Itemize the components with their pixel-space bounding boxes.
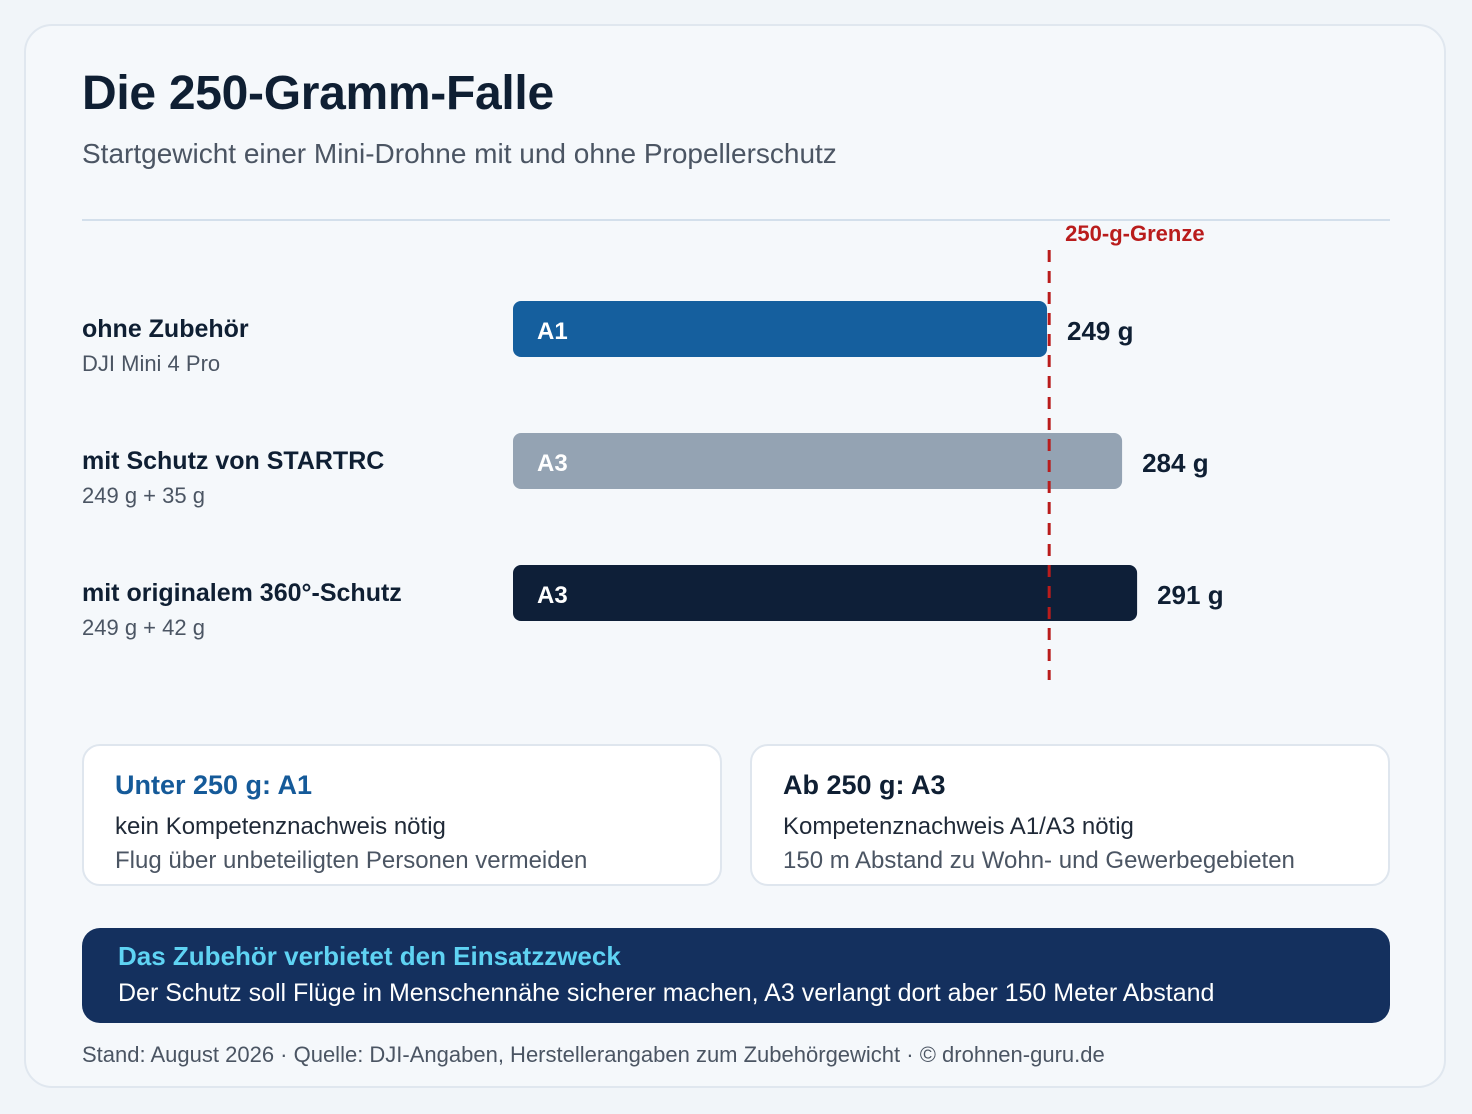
limit-line-label: 250-g-Grenze bbox=[1065, 221, 1204, 246]
category-label: ohne Zubehör bbox=[82, 315, 249, 343]
value-label: 291 g bbox=[1157, 580, 1224, 610]
category-label: mit Schutz von STARTRC bbox=[82, 447, 384, 475]
page-title: Die 250-Gramm-Falle bbox=[82, 67, 554, 120]
bar bbox=[513, 565, 1138, 621]
info-box-heading: Unter 250 g: A1 bbox=[115, 770, 313, 800]
info-box-note: Flug über unbeteiligten Personen vermeid… bbox=[115, 847, 588, 874]
info-box-line: kein Kompetenznachweis nötig bbox=[115, 813, 446, 840]
bar-class-label: A3 bbox=[537, 450, 568, 477]
source-footer: Stand: August 2026 · Quelle: DJI-Angaben… bbox=[82, 1042, 1105, 1067]
bar bbox=[513, 301, 1048, 357]
page-subtitle: Startgewicht einer Mini-Drohne mit und o… bbox=[82, 138, 837, 169]
value-label: 284 g bbox=[1142, 448, 1209, 478]
category-sublabel: DJI Mini 4 Pro bbox=[82, 351, 220, 376]
banner-text: Der Schutz soll Flüge in Menschennähe si… bbox=[118, 979, 1215, 1007]
header-divider bbox=[82, 219, 1390, 221]
info-box-line: Kompetenznachweis A1/A3 nötig bbox=[783, 813, 1134, 840]
bar-class-label: A1 bbox=[537, 318, 568, 345]
infographic-card bbox=[24, 24, 1446, 1088]
weight-bar-chart: ohne Zubehör DJI Mini 4 Pro A1 249 g mit Sch… bbox=[82, 221, 1224, 680]
info-box-note: 150 m Abstand zu Wohn- und Gewerbegebiet… bbox=[783, 847, 1295, 874]
conclusion-banner: Das Zubehör verbietet den Einsatzzweck D… bbox=[82, 928, 1390, 1023]
info-box-heading: Ab 250 g: A3 bbox=[783, 770, 946, 800]
info-box-a3: Ab 250 g: A3 Kompetenznachweis A1/A3 nöt… bbox=[750, 744, 1390, 886]
category-label: mit originalem 360°-Schutz bbox=[82, 579, 402, 607]
info-box-a1: Unter 250 g: A1 kein Kompetenznachweis n… bbox=[82, 744, 722, 886]
value-label: 249 g bbox=[1067, 316, 1134, 346]
banner-heading: Das Zubehör verbietet den Einsatzzweck bbox=[118, 941, 621, 971]
bar-class-label: A3 bbox=[537, 582, 568, 609]
category-sublabel: 249 g + 42 g bbox=[82, 615, 205, 640]
category-sublabel: 249 g + 35 g bbox=[82, 483, 205, 508]
bar bbox=[513, 433, 1123, 489]
